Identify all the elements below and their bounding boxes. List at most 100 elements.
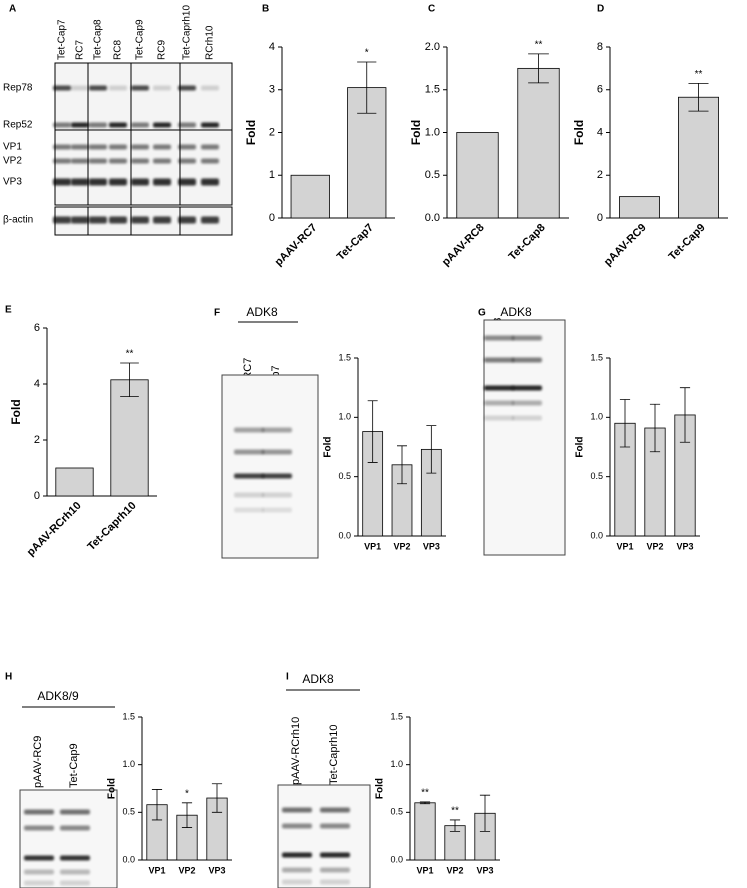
bar — [290, 174, 330, 219]
y-tick-label: 0 — [269, 212, 275, 224]
panel-letter: H — [5, 672, 12, 683]
y-tick-label: 1.0 — [122, 759, 135, 769]
y-tick-label: 4 — [269, 41, 275, 53]
lane-label: Tet-Cap7 — [57, 19, 68, 60]
lane-label: RC8 — [113, 40, 124, 60]
blot-band — [131, 216, 149, 224]
error-bar — [120, 362, 139, 397]
y-tick-label: 0.0 — [590, 530, 603, 540]
y-tick-label: 0.5 — [425, 169, 440, 181]
blot-band — [201, 216, 219, 224]
blot-frame — [483, 319, 566, 556]
y-tick-label: 6 — [34, 322, 40, 334]
blot-frame — [54, 129, 89, 206]
error-bar — [649, 403, 661, 453]
y-axis-label: Fold — [375, 778, 386, 799]
blot-band — [109, 122, 127, 128]
x-tick-label: VP3 — [676, 541, 693, 551]
blot-band — [89, 158, 107, 164]
y-tick-label: 8 — [597, 41, 603, 53]
blot-band — [201, 85, 219, 91]
row-label: VP3 — [3, 177, 22, 188]
y-axis-label: Fold — [323, 436, 334, 457]
blot-band — [234, 492, 264, 498]
x-tick-label: VP3 — [423, 541, 440, 551]
blot-band — [320, 807, 350, 813]
y-tick-label: 6 — [597, 84, 603, 96]
error-bar — [211, 783, 223, 813]
blot-band — [53, 144, 71, 150]
blot-band — [71, 178, 89, 186]
blot-frame — [130, 129, 181, 206]
blot-band — [512, 357, 542, 363]
y-tick-label: 1.0 — [390, 759, 403, 769]
x-tick-label: pAAV-RCrh10 — [25, 500, 84, 559]
blot-band — [24, 855, 54, 861]
bar — [456, 132, 499, 219]
y-axis-label: Fold — [572, 120, 586, 145]
x-tick-label: VP2 — [178, 865, 195, 875]
blot-band — [320, 823, 350, 829]
blot-band — [234, 449, 264, 455]
significance: ** — [126, 349, 134, 360]
row-label: Rep78 — [3, 83, 33, 94]
blot-band — [60, 809, 90, 815]
lane-label: Tet-Cap8 — [93, 19, 104, 60]
blot-header: ADK8 — [500, 305, 532, 319]
y-tick-label: 0.0 — [425, 212, 440, 224]
blot-band — [201, 158, 219, 164]
blot-band — [89, 144, 107, 150]
y-tick-label: 4 — [34, 378, 40, 390]
bar — [678, 96, 719, 219]
panel-letter: G — [478, 308, 486, 319]
y-tick-label: 1.5 — [122, 711, 135, 721]
blot-band — [153, 122, 171, 128]
blot-band — [512, 400, 542, 406]
panel-letter: C — [428, 4, 435, 15]
error-bar — [449, 819, 461, 832]
y-axis-label: Fold — [575, 436, 586, 457]
blot-frame — [221, 374, 319, 559]
x-tick-label: VP1 — [148, 865, 165, 875]
significance: ** — [535, 39, 543, 50]
error-bar — [688, 82, 709, 112]
blot-band — [484, 335, 514, 341]
y-tick-label: 1.0 — [425, 126, 440, 138]
blot-band — [131, 178, 149, 186]
x-tick-label: VP1 — [364, 541, 381, 551]
x-tick-label: VP2 — [393, 541, 410, 551]
blot-frame — [277, 784, 371, 888]
blot-header: ADK8/9 — [37, 689, 79, 703]
x-tick-label: Tet-Cap7 — [335, 222, 376, 263]
panel-letter: F — [214, 308, 220, 319]
blot-band — [53, 122, 71, 128]
blot-band — [262, 427, 292, 433]
lane-label: Tet-Caprh10 — [182, 5, 193, 60]
blot-band — [60, 869, 90, 875]
lane-label: pAAV-RC9 — [32, 736, 44, 788]
y-tick-label: 2 — [269, 126, 275, 138]
blot-band — [153, 85, 171, 91]
blot-band — [201, 178, 219, 186]
bar — [55, 467, 94, 497]
y-tick-label: 2 — [34, 434, 40, 446]
significance: * — [365, 48, 369, 59]
y-tick-label: 0.5 — [590, 471, 603, 481]
panel-letter: D — [597, 4, 604, 15]
y-tick-label: 4 — [597, 126, 603, 138]
blot-band — [24, 825, 54, 831]
x-tick-label: VP3 — [208, 865, 225, 875]
significance: ** — [451, 806, 459, 817]
lane-label: Tet-Cap9 — [68, 743, 80, 788]
y-tick-label: 0.5 — [338, 471, 351, 481]
row-label: VP2 — [3, 156, 22, 167]
lane-label: pAAV-RCrh10 — [290, 717, 302, 785]
error-bar — [679, 387, 691, 443]
y-tick-label: 0.0 — [122, 854, 135, 864]
significance: ** — [695, 69, 703, 80]
blot-band — [178, 122, 196, 128]
blot-band — [60, 880, 90, 886]
y-tick-label: 1.5 — [425, 84, 440, 96]
blot-band — [234, 427, 264, 433]
